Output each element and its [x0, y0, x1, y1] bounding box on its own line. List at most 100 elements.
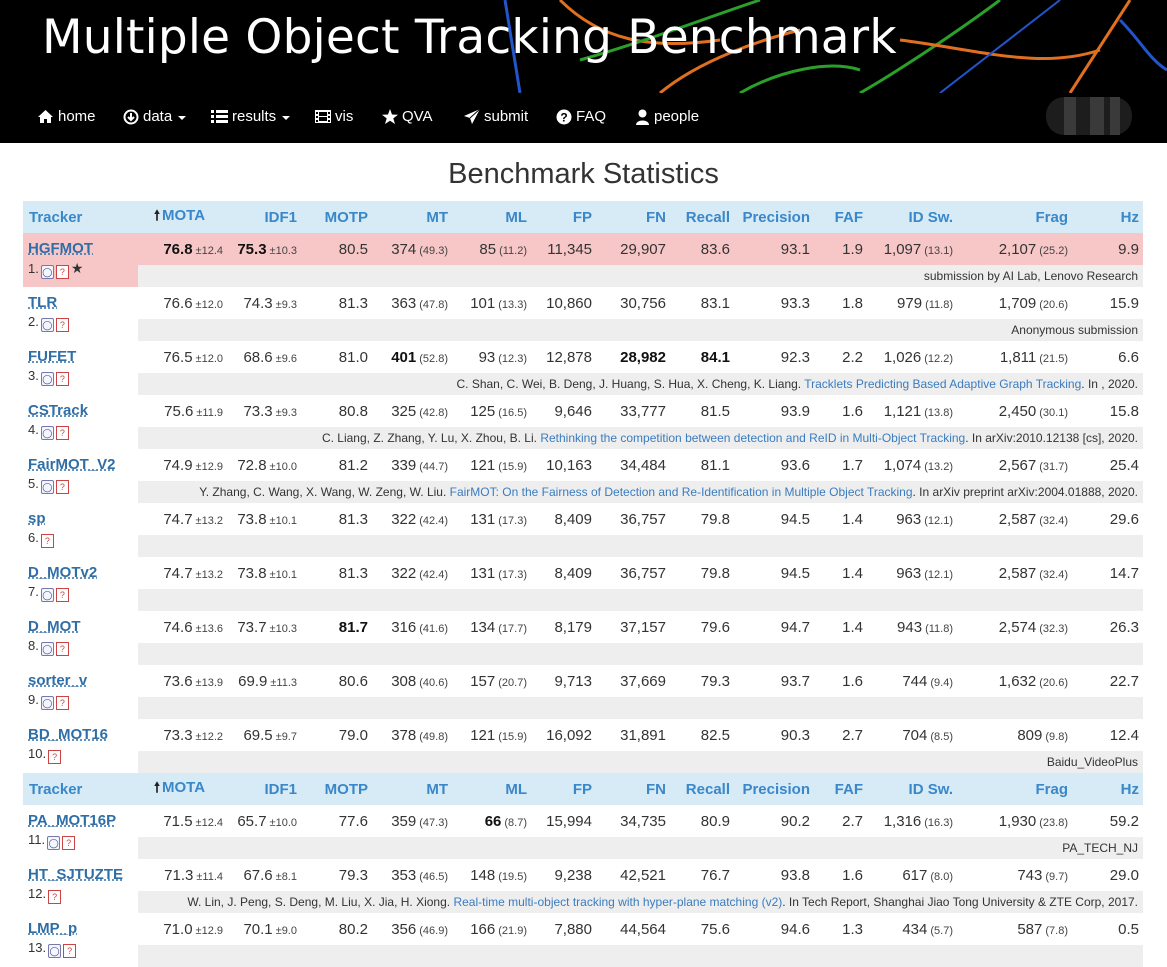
nav-submit[interactable]: submit: [464, 108, 528, 125]
reference-authors: W. Lin, J. Peng, S. Deng, M. Liu, X. Jia…: [187, 895, 454, 909]
code-icon[interactable]: ◯: [40, 588, 54, 602]
cell-mota: 73.6 ±13.9: [138, 665, 227, 697]
value-mt_p: (42.4): [419, 514, 448, 527]
tracker-link[interactable]: FairMOT_V2: [28, 456, 116, 473]
value-hz: 15.9: [1109, 294, 1139, 312]
column-header-fn[interactable]: FN: [596, 773, 670, 805]
cell-ml: 66 (8.7): [452, 805, 531, 837]
tracker-link[interactable]: sorter_v: [28, 672, 88, 689]
paper-icon[interactable]: ?: [55, 588, 69, 602]
column-header-fn[interactable]: FN: [596, 201, 670, 233]
avatar[interactable]: [1046, 97, 1132, 135]
tracker-link[interactable]: D_MOTv2: [28, 564, 98, 581]
column-header-motp[interactable]: MOTP: [301, 201, 372, 233]
cell-mt: 356 (46.9): [372, 913, 452, 945]
value-motp: 81.7: [338, 618, 368, 636]
column-header-recall[interactable]: Recall: [670, 201, 734, 233]
paper-icon[interactable]: ?: [40, 534, 54, 548]
reference-paper-link[interactable]: FairMOT: On the Fairness of Detection an…: [449, 485, 913, 499]
nav-results[interactable]: results: [211, 108, 291, 125]
column-header-id-sw-[interactable]: ID Sw.: [867, 773, 957, 805]
column-header-faf[interactable]: FAF: [814, 773, 867, 805]
cell-idf1: 73.3 ±9.3: [227, 395, 301, 427]
cell-idsw: 1,026 (12.2): [867, 341, 957, 373]
value-mota: 73.6: [163, 672, 193, 690]
column-header-mt[interactable]: MT: [372, 773, 452, 805]
nav-faq[interactable]: ? FAQ: [556, 108, 606, 125]
tracker-link[interactable]: BD_MOT16: [28, 726, 109, 743]
column-header-precision[interactable]: Precision: [734, 773, 814, 805]
cell-precision: 90.3: [734, 719, 814, 751]
tracker-cell: HGFMOT 1. ◯? ★: [23, 233, 138, 287]
column-header-tracker[interactable]: Tracker: [23, 201, 138, 233]
nav-people-label: people: [654, 108, 700, 125]
column-header-fp[interactable]: FP: [531, 201, 596, 233]
column-header-hz[interactable]: Hz: [1072, 201, 1143, 233]
paper-icon[interactable]: ?: [48, 750, 62, 764]
column-header-motp[interactable]: MOTP: [301, 773, 372, 805]
nav-data[interactable]: data: [123, 108, 187, 125]
cell-precision: 93.3: [734, 287, 814, 319]
column-header-idf1[interactable]: IDF1: [227, 201, 301, 233]
value-mota_sd: ±13.6: [195, 622, 223, 635]
nav-qva[interactable]: QVA: [382, 108, 433, 125]
paper-icon[interactable]: ?: [55, 318, 69, 332]
nav-home[interactable]: home: [37, 108, 96, 125]
code-icon[interactable]: ◯: [40, 696, 54, 710]
code-icon[interactable]: ◯: [40, 372, 54, 386]
column-header-mota[interactable]: 🠕 MOTA: [138, 773, 227, 805]
tracker-link[interactable]: HGFMOT: [28, 240, 93, 257]
value-ml: 148: [470, 866, 496, 884]
value-idsw_p: (16.3): [924, 816, 953, 829]
code-icon[interactable]: ◯: [40, 265, 54, 279]
tracker-link[interactable]: HT_SJTUZTE: [28, 866, 124, 883]
tracker-link[interactable]: CSTrack: [28, 402, 89, 419]
column-header-ml[interactable]: ML: [452, 201, 531, 233]
cell-idsw: 704 (8.5): [867, 719, 957, 751]
column-header-fp[interactable]: FP: [531, 773, 596, 805]
paper-icon[interactable]: ?: [55, 696, 69, 710]
cell-frag: 2,587 (32.4): [957, 503, 1072, 535]
tracker-link[interactable]: PA_MOT16P: [28, 812, 117, 829]
reference-paper-link[interactable]: Tracklets Predicting Based Adaptive Grap…: [804, 377, 1082, 391]
code-icon[interactable]: ◯: [47, 836, 61, 850]
paper-icon[interactable]: ?: [55, 426, 69, 440]
paper-icon[interactable]: ?: [55, 480, 69, 494]
column-header-ml[interactable]: ML: [452, 773, 531, 805]
code-icon[interactable]: ◯: [40, 642, 54, 656]
paper-icon[interactable]: ?: [55, 642, 69, 656]
column-header-hz[interactable]: Hz: [1072, 773, 1143, 805]
code-icon[interactable]: ◯: [48, 944, 62, 958]
paper-icon[interactable]: ?: [55, 372, 69, 386]
column-header-frag[interactable]: Frag: [957, 201, 1072, 233]
tracker-link[interactable]: sp: [28, 510, 46, 527]
value-mota_sd: ±13.2: [195, 568, 223, 581]
code-icon[interactable]: ◯: [40, 318, 54, 332]
tracker-link[interactable]: D_MOT: [28, 618, 81, 635]
paper-icon[interactable]: ?: [48, 890, 62, 904]
column-header-mt[interactable]: MT: [372, 201, 452, 233]
column-header-mota[interactable]: 🠕 MOTA: [138, 201, 227, 233]
value-idf1: 69.9: [238, 672, 268, 690]
column-header-faf[interactable]: FAF: [814, 201, 867, 233]
tracker-link[interactable]: TLR: [28, 294, 58, 311]
column-header-frag[interactable]: Frag: [957, 773, 1072, 805]
nav-vis[interactable]: vis: [315, 108, 353, 125]
paper-icon[interactable]: ?: [55, 265, 69, 279]
column-header-tracker[interactable]: Tracker: [23, 773, 138, 805]
code-icon[interactable]: ◯: [40, 480, 54, 494]
code-icon[interactable]: ◯: [40, 426, 54, 440]
column-header-id-sw-[interactable]: ID Sw.: [867, 201, 957, 233]
column-header-idf1[interactable]: IDF1: [227, 773, 301, 805]
column-header-recall[interactable]: Recall: [670, 773, 734, 805]
tracker-link[interactable]: FUFET: [28, 348, 77, 365]
cell-faf: 2.7: [814, 719, 867, 751]
reference-paper-link[interactable]: Rethinking the competition between detec…: [540, 431, 966, 445]
value-idf1: 75.3: [237, 240, 267, 258]
nav-people[interactable]: people: [635, 108, 699, 125]
paper-icon[interactable]: ?: [63, 944, 77, 958]
tracker-link[interactable]: LMP_p: [28, 920, 78, 937]
paper-icon[interactable]: ?: [62, 836, 76, 850]
reference-paper-link[interactable]: Real-time multi-object tracking with hyp…: [453, 895, 783, 909]
column-header-precision[interactable]: Precision: [734, 201, 814, 233]
